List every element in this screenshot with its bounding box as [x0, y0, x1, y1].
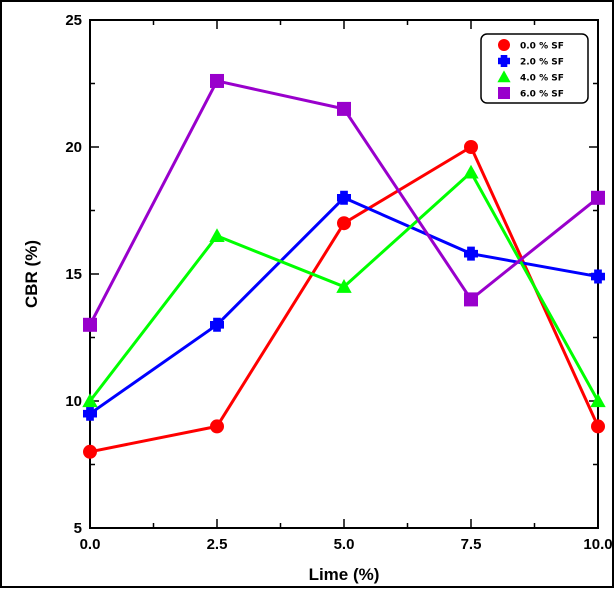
series-layer — [82, 73, 606, 459]
data-point — [83, 444, 97, 459]
data-point — [497, 70, 511, 83]
data-point — [591, 419, 605, 434]
legend-item: 6.0 % SF — [498, 87, 564, 100]
series-3 — [83, 73, 605, 332]
data-point — [336, 279, 352, 293]
data-point — [83, 317, 97, 332]
data-point — [337, 190, 351, 205]
legend-items: 0.0 % SF 2.0 % SF 4.0 % SF 6.0 % SF — [497, 39, 564, 100]
x-tick-label: 7.5 — [461, 536, 482, 553]
legend-label: 2.0 % SF — [520, 58, 564, 68]
data-point — [498, 39, 510, 51]
data-point — [464, 292, 478, 307]
data-point — [498, 55, 511, 67]
legend-label: 0.0 % SF — [520, 42, 564, 52]
legend: 0.0 % SF 2.0 % SF 4.0 % SF 6.0 % SF — [480, 33, 589, 104]
x-tick-label: 2.5 — [207, 536, 228, 553]
x-tick-label: 10.0 — [583, 536, 612, 553]
data-point — [337, 101, 351, 116]
data-point — [209, 228, 225, 243]
series-2 — [82, 164, 606, 408]
data-point — [337, 216, 351, 231]
legend-label: 6.0 % SF — [520, 90, 564, 100]
data-point — [463, 164, 479, 179]
x-axis-title: Lime (%) — [309, 565, 380, 584]
data-point — [590, 393, 606, 408]
data-point — [591, 269, 606, 284]
data-point — [82, 393, 98, 408]
y-tick-label: 5 — [74, 520, 82, 537]
data-point — [591, 190, 605, 205]
legend-item: 0.0 % SF — [498, 39, 564, 52]
data-point — [210, 419, 224, 434]
data-point — [464, 246, 478, 261]
x-tick-label: 5.0 — [334, 536, 355, 553]
y-tick-labels: 5 10 15 20 25 — [65, 12, 82, 537]
series-1 — [83, 190, 606, 421]
legend-item: 2.0 % SF — [498, 55, 564, 68]
series-0 — [83, 140, 605, 459]
x-tick-labels: 0.0 2.5 5.0 7.5 10.0 — [80, 536, 613, 553]
legend-box — [480, 33, 589, 104]
data-point — [210, 73, 224, 88]
legend-item: 4.0 % SF — [497, 70, 564, 84]
x-tick-label: 0.0 — [80, 536, 101, 553]
data-point — [498, 87, 510, 99]
legend-label: 4.0 % SF — [520, 74, 564, 84]
data-point — [210, 317, 224, 332]
data-point — [464, 140, 478, 154]
y-tick-label: 10 — [65, 393, 82, 410]
data-point — [83, 406, 97, 421]
y-tick-label: 15 — [65, 266, 82, 283]
y-tick-label: 25 — [65, 12, 82, 29]
y-axis-title: CBR (%) — [22, 240, 41, 308]
y-tick-label: 20 — [65, 139, 82, 156]
